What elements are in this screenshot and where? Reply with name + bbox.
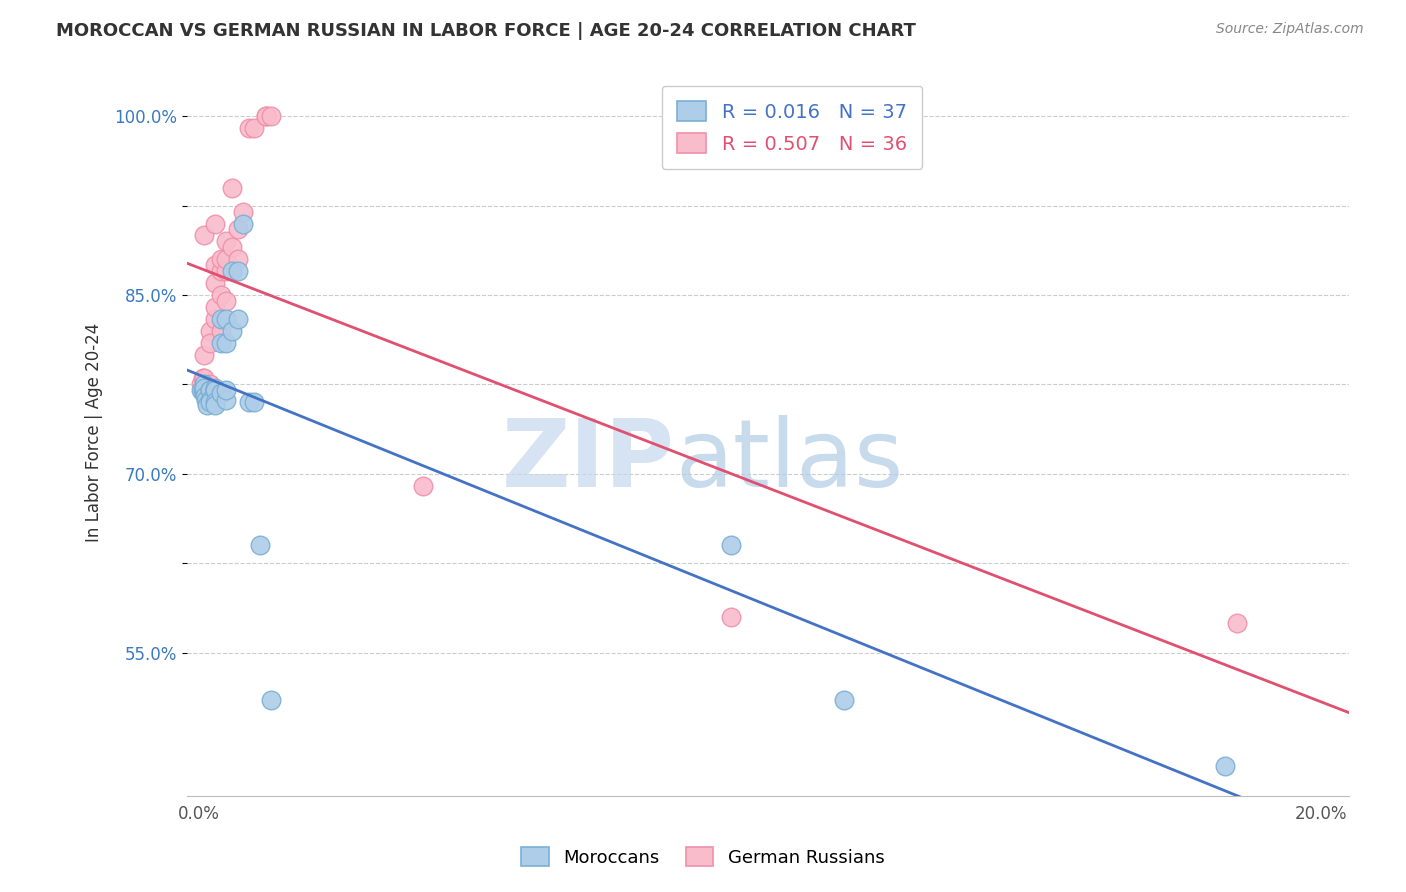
Point (193, 228, 215, 243)
Point (238, 121, 260, 136)
Point (260, 109, 283, 123)
Point (198, 392, 221, 407)
Point (215, 293, 238, 308)
Point (215, 384, 238, 398)
Point (204, 258, 226, 272)
Point (1215, 759, 1237, 773)
Point (209, 288, 232, 302)
Point (204, 311, 226, 326)
Y-axis label: In Labor Force | Age 20-24: In Labor Force | Age 20-24 (86, 323, 103, 541)
Point (215, 335, 238, 350)
Point (193, 385, 215, 400)
Point (193, 371, 215, 385)
Point (198, 384, 221, 398)
Legend: Moroccans, German Russians: Moroccans, German Russians (515, 840, 891, 874)
Point (209, 311, 232, 326)
Point (190, 384, 212, 398)
Point (1226, 615, 1249, 630)
Point (232, 217, 254, 231)
Point (198, 395, 221, 409)
Point (198, 377, 221, 392)
Point (226, 311, 249, 326)
Point (832, 693, 855, 707)
Point (193, 377, 215, 392)
Point (254, 109, 277, 123)
Point (193, 384, 215, 398)
Text: ZIP: ZIP (502, 416, 675, 508)
Text: Source: ZipAtlas.com: Source: ZipAtlas.com (1216, 22, 1364, 37)
Point (193, 348, 215, 362)
Point (243, 121, 266, 136)
Point (215, 252, 238, 267)
Point (209, 264, 232, 278)
Point (215, 264, 238, 278)
Legend: R = 0.016   N = 37, R = 0.507   N = 36: R = 0.016 N = 37, R = 0.507 N = 36 (662, 86, 922, 169)
Point (260, 693, 283, 707)
Point (215, 392, 238, 407)
Point (209, 324, 232, 338)
Point (221, 180, 243, 194)
Point (204, 384, 226, 398)
Point (194, 392, 217, 407)
Point (198, 324, 221, 338)
Point (204, 384, 226, 398)
Point (221, 264, 243, 278)
Point (193, 381, 215, 395)
Point (209, 385, 232, 400)
Point (191, 384, 214, 398)
Point (209, 252, 232, 267)
Point (204, 384, 226, 398)
Point (243, 395, 266, 409)
Point (254, 109, 277, 123)
Point (204, 276, 226, 290)
Point (191, 371, 214, 385)
Text: atlas: atlas (675, 416, 903, 508)
Point (190, 377, 212, 392)
Point (215, 311, 238, 326)
Text: MOROCCAN VS GERMAN RUSSIAN IN LABOR FORCE | AGE 20-24 CORRELATION CHART: MOROCCAN VS GERMAN RUSSIAN IN LABOR FORC… (56, 22, 917, 40)
Point (221, 240, 243, 254)
Point (226, 264, 249, 278)
Point (204, 217, 226, 231)
Point (238, 395, 260, 409)
Point (204, 381, 226, 395)
Point (194, 389, 217, 403)
Point (204, 395, 226, 409)
Point (198, 335, 221, 350)
Point (720, 610, 742, 624)
Point (720, 538, 742, 552)
Point (226, 252, 249, 267)
Point (204, 398, 226, 412)
Point (198, 384, 221, 398)
Point (221, 324, 243, 338)
Point (209, 335, 232, 350)
Point (215, 235, 238, 249)
Point (412, 479, 434, 493)
Point (204, 300, 226, 314)
Point (195, 398, 218, 412)
Point (232, 204, 254, 219)
Point (249, 538, 271, 552)
Point (198, 384, 221, 398)
Point (226, 222, 249, 236)
